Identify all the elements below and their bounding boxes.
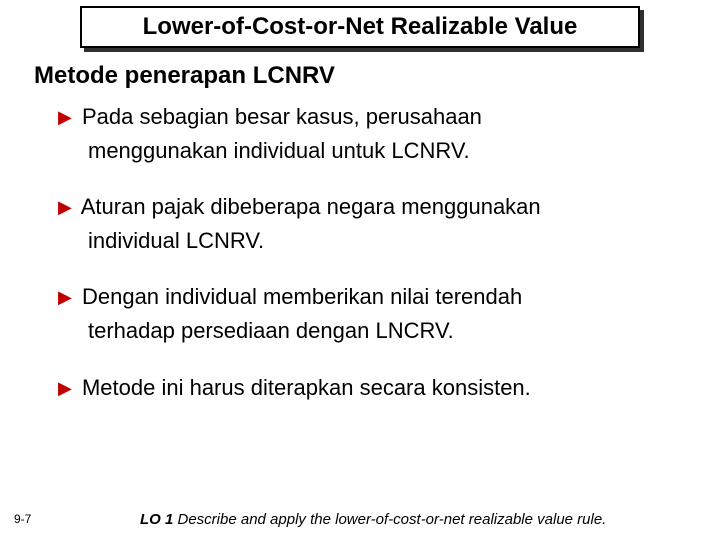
bullet-text-cont: individual LCNRV. [58,224,680,258]
lo-text: Describe and apply the lower-of-cost-or-… [173,511,606,528]
title-box: Lower-of-Cost-or-Net Realizable Value [80,6,640,48]
bullet-text: Metode ini harus diterapkan secara konsi… [82,375,531,400]
list-item: ▶ Dengan individual memberikan nilai ter… [58,280,680,348]
list-item: ▶ Pada sebagian besar kasus, perusahaan … [58,100,680,168]
slide-title-container: Lower-of-Cost-or-Net Realizable Value [80,6,640,48]
bullet-list: ▶ Pada sebagian besar kasus, perusahaan … [58,100,680,427]
arrow-icon: ▶ [58,284,72,312]
arrow-icon: ▶ [58,375,72,403]
arrow-icon: ▶ [58,194,72,222]
arrow-icon: ▶ [58,104,72,132]
bullet-text: Dengan individual memberikan nilai teren… [82,284,522,309]
list-item: ▶ Metode ini harus diterapkan secara kon… [58,371,680,405]
bullet-text-cont: terhadap persediaan dengan LNCRV. [58,314,680,348]
bullet-text-cont: menggunakan individual untuk LCNRV. [58,134,680,168]
list-item: ▶ Aturan pajak dibeberapa negara menggun… [58,190,680,258]
slide-subtitle: Metode penerapan LCNRV [34,62,335,90]
slide-title: Lower-of-Cost-or-Net Realizable Value [143,13,578,41]
page-number: 9-7 [14,512,31,526]
bullet-text: Aturan pajak dibeberapa negara menggunak… [81,194,541,219]
learning-objective: LO 1 Describe and apply the lower-of-cos… [140,511,700,528]
bullet-text: Pada sebagian besar kasus, perusahaan [82,104,482,129]
lo-label: LO 1 [140,511,173,528]
